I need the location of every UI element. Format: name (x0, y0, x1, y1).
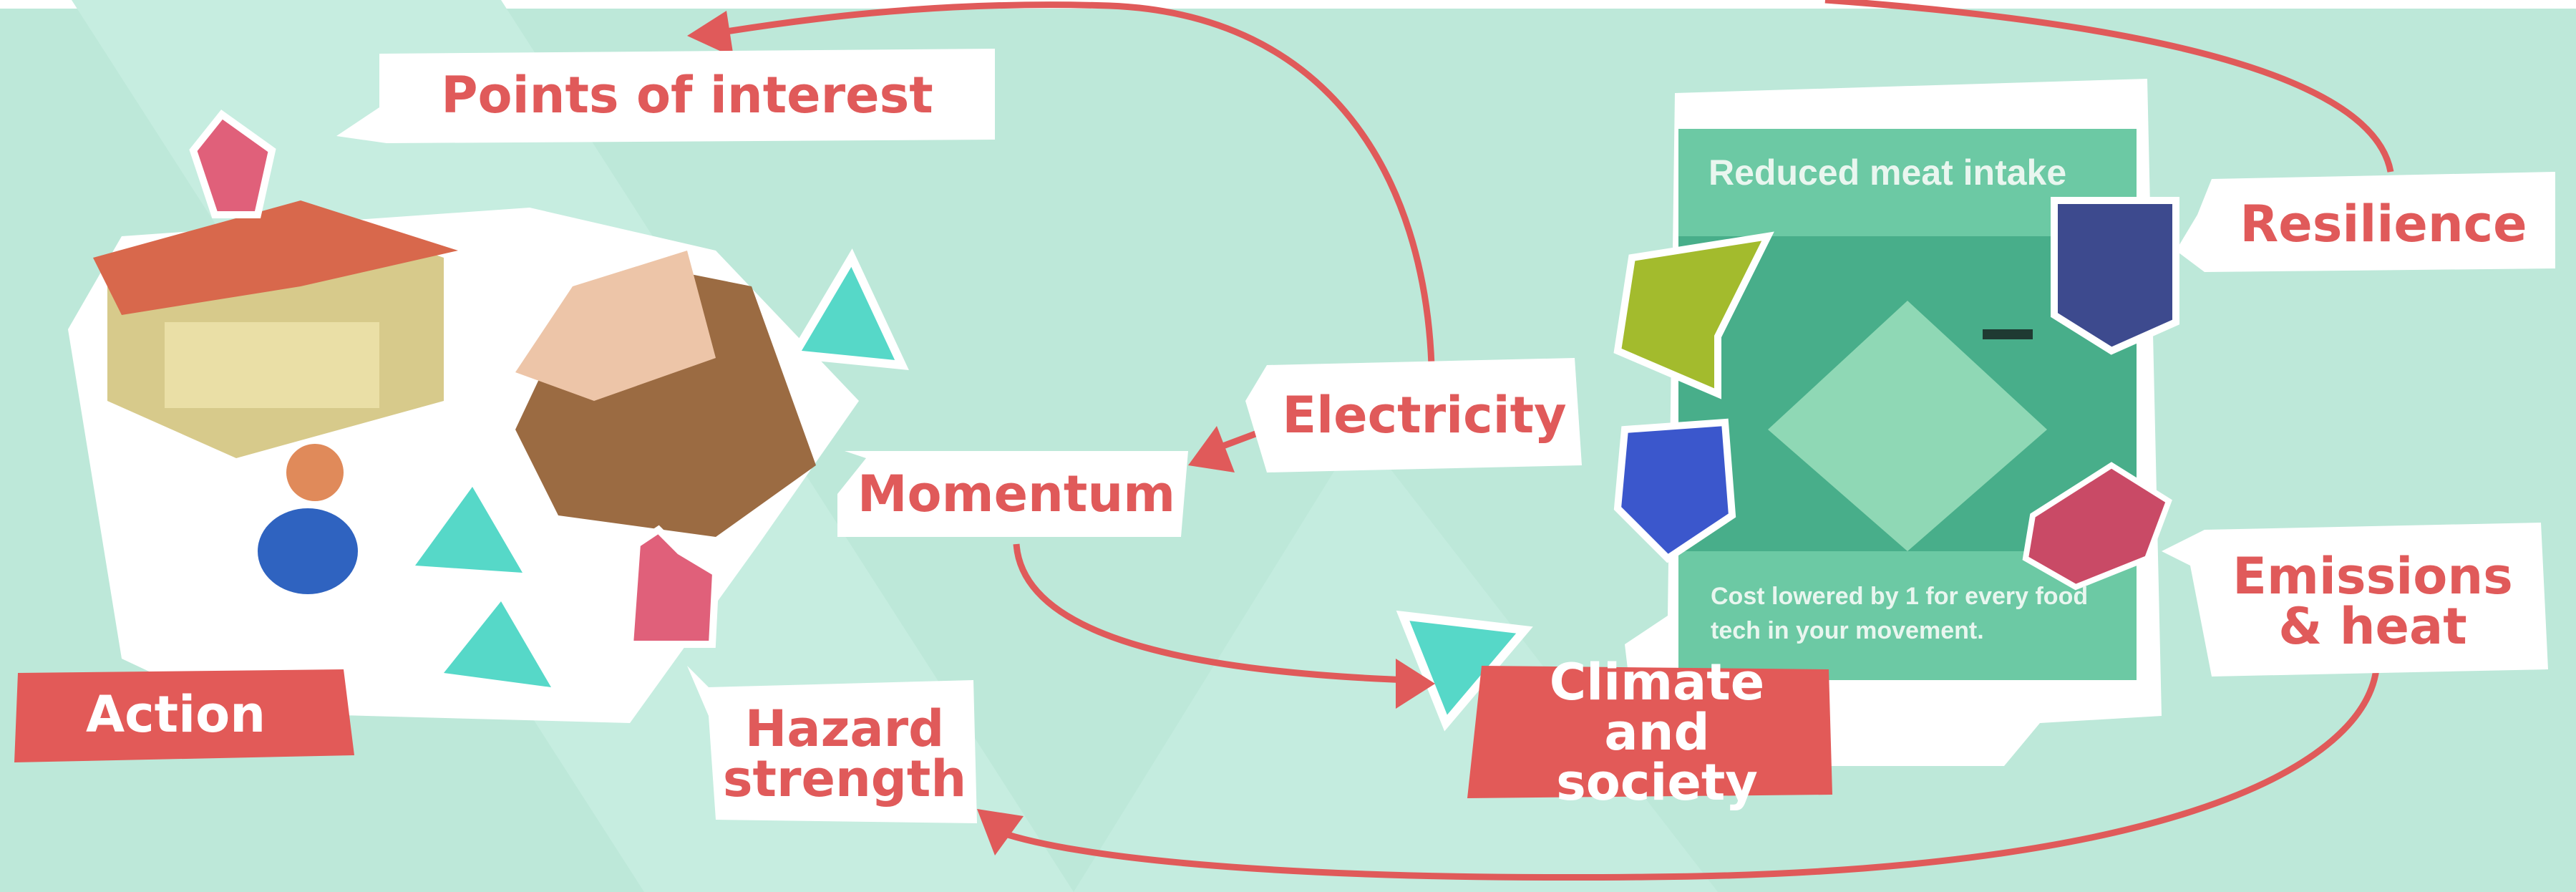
label: Points of interest (379, 49, 995, 142)
gem (794, 258, 902, 365)
label: Climate and society (1482, 666, 1832, 798)
label: Resilience (2212, 175, 2555, 272)
runner-head (286, 444, 344, 501)
label: Action (18, 669, 333, 759)
card-text: Cost lowered by 1 for every food tech in… (1711, 580, 2111, 648)
label: Momentum (845, 451, 1188, 537)
label: Emissions & heat (2205, 526, 2541, 677)
arrowhead (1188, 426, 1235, 472)
label: Electricity (1267, 362, 1582, 469)
page: Points of interest Action Hazard strengt… (0, 0, 2576, 892)
building-front (165, 322, 379, 408)
minus-sign (1983, 329, 2033, 339)
card-title: Reduced meat intake (1709, 152, 2066, 193)
label: Hazard strength (712, 684, 977, 823)
runner-body (258, 508, 358, 594)
resilience-icon (2054, 200, 2176, 351)
